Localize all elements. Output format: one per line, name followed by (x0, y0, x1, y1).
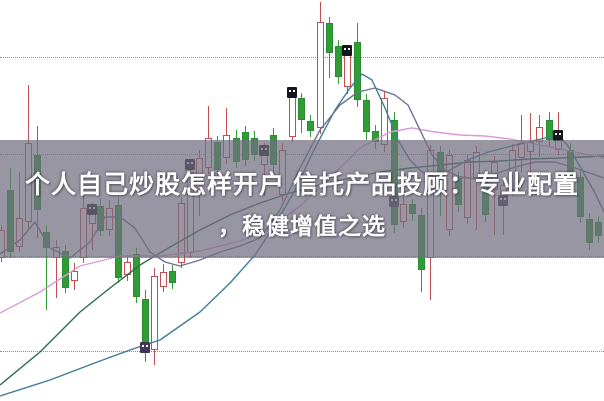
candle-down (362, 100, 370, 132)
signal-marker (553, 130, 563, 141)
candle-down (306, 121, 314, 131)
overlay-title-line-2: ，稳健增值之选 (218, 213, 386, 239)
candle-down (334, 46, 342, 77)
marker-dot (142, 345, 144, 347)
teal-ma-line (0, 73, 604, 397)
marker-dot (559, 133, 561, 135)
candle-down (325, 23, 333, 53)
marker-dot (293, 90, 295, 92)
marker-dot (289, 90, 291, 92)
candle-up (316, 22, 324, 128)
marker-dot (344, 48, 346, 50)
signal-marker (140, 342, 150, 353)
candle-up (70, 271, 78, 281)
overlay-title-line-1: 个人自己炒股怎样开户 信托产品投顾：专业配置 (25, 171, 579, 199)
candle-down (297, 98, 305, 120)
candle-down (545, 120, 553, 140)
candle-wick (45, 226, 47, 310)
candle-wick (55, 240, 57, 298)
candle-down (353, 42, 361, 100)
candle-up (159, 272, 167, 287)
gridline (0, 57, 604, 58)
candle-down (168, 271, 176, 283)
gridline (0, 351, 604, 352)
marker-dot (146, 345, 148, 347)
candle-up (150, 276, 158, 350)
signal-marker (342, 45, 352, 56)
marker-dot (348, 48, 350, 50)
overlay-band (0, 140, 604, 258)
signal-marker (287, 87, 297, 98)
marker-dot (555, 133, 557, 135)
